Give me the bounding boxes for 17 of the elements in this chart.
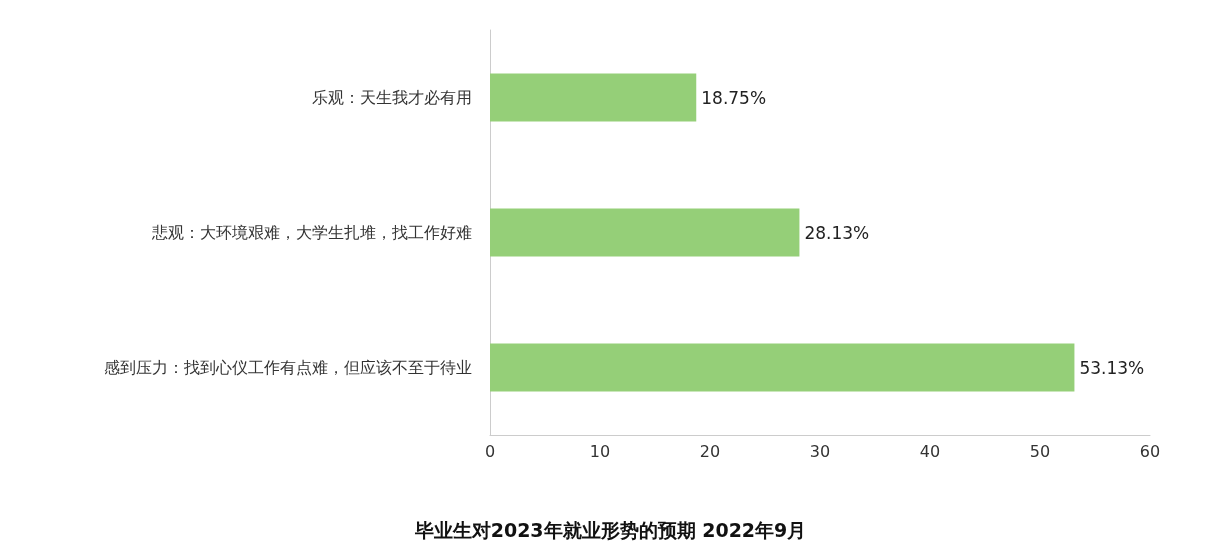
- y-tick-label: 感到压力：找到心仪工作有点难，但应该不至于待业: [104, 358, 472, 377]
- data-label: 28.13%: [804, 222, 870, 243]
- data-label: 53.13%: [1079, 357, 1145, 378]
- x-tick-label: 40: [919, 441, 941, 461]
- bar: [490, 208, 800, 257]
- x-tick-label: 60: [1139, 441, 1161, 461]
- x-tick-label: 30: [809, 441, 831, 461]
- x-tick-label: 20: [699, 441, 721, 461]
- data-label: 18.75%: [701, 87, 767, 108]
- bar: [490, 343, 1075, 392]
- x-tick-label: 50: [1029, 441, 1051, 461]
- y-tick-label: 乐观：天生我才必有用: [312, 88, 472, 107]
- y-tick-label: 悲观：大环境艰难，大学生扎堆，找工作好难: [151, 223, 472, 242]
- x-tick-label: 10: [589, 441, 611, 461]
- text: 毕业生对2023年就业形势的预期 2022年9月: [413, 518, 807, 541]
- bar: [490, 73, 697, 122]
- x-tick-label: 0: [484, 441, 496, 461]
